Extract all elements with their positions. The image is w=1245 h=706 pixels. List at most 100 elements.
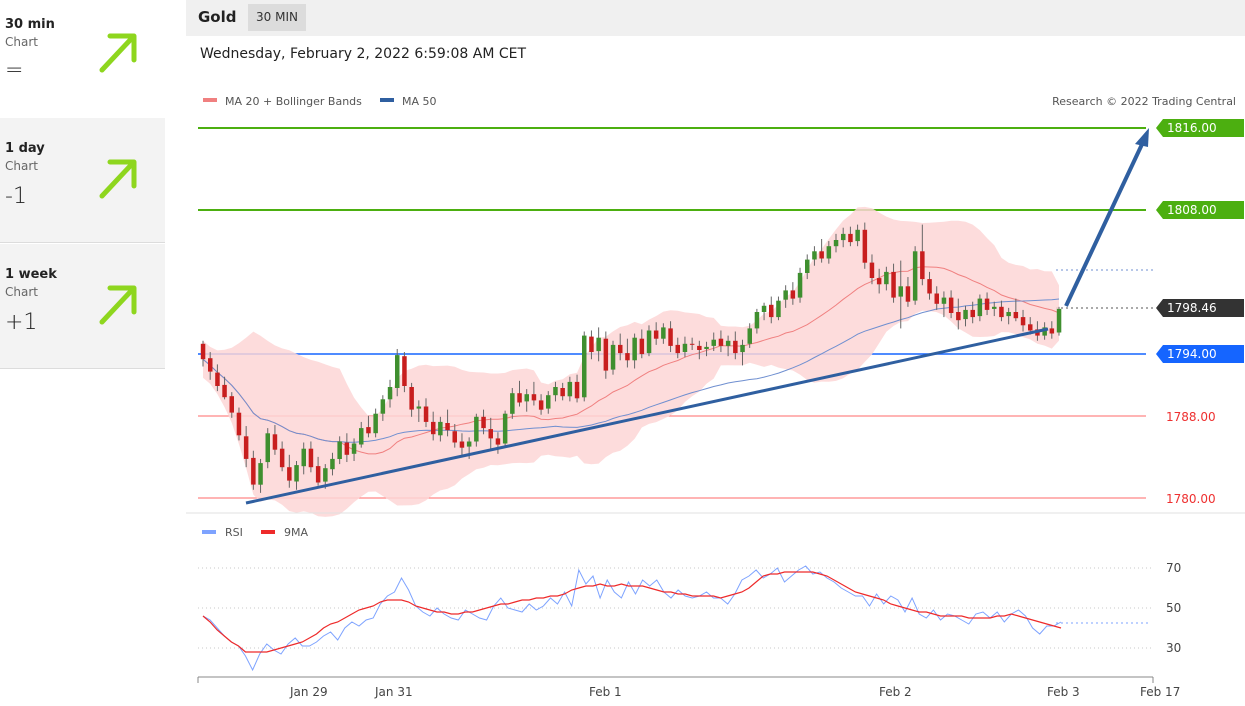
candle: [546, 391, 551, 414]
candle-body: [243, 436, 249, 459]
candle-body: [351, 443, 357, 454]
candle: [387, 379, 393, 408]
price-chart[interactable]: MA 20 + Bollinger Bands MA 50 Research ©…: [186, 0, 1245, 706]
candle: [215, 364, 220, 392]
candle: [977, 294, 983, 322]
candle: [582, 331, 587, 402]
candle-body: [833, 240, 839, 247]
tf-card-1day[interactable]: 1 day Chart -1: [0, 118, 165, 243]
candle-body: [582, 335, 587, 398]
candle: [553, 381, 558, 402]
candle: [495, 432, 501, 454]
candle-body: [646, 330, 652, 354]
support-label-1780: 1780.00: [1166, 492, 1216, 506]
candle: [754, 308, 760, 334]
x-axis-label: Feb 1: [589, 685, 622, 699]
candle-body: [711, 339, 716, 346]
candle-body: [970, 309, 975, 318]
candle-body: [589, 336, 594, 352]
candle-body: [510, 393, 515, 414]
candle-body: [618, 344, 623, 354]
candle: [337, 436, 342, 465]
candle: [524, 389, 529, 412]
candle-body: [215, 372, 220, 386]
candle: [783, 285, 788, 308]
candle: [689, 337, 695, 350]
card-divider: [0, 368, 165, 369]
candle: [653, 322, 659, 345]
timeframe-chip[interactable]: 30 MIN: [248, 4, 306, 31]
level-tag-text: 1808.00: [1167, 203, 1217, 217]
candle-body: [380, 399, 386, 414]
tf-card-1week[interactable]: 1 week Chart +1: [0, 244, 165, 369]
candle: [747, 323, 752, 348]
arrow-up-right-icon: [99, 285, 137, 325]
tf-period-label: 1 week: [5, 267, 57, 282]
candle: [984, 292, 990, 316]
x-axis-label: Feb 2: [879, 685, 912, 699]
candle-body: [445, 423, 450, 431]
candle-body: [668, 328, 673, 346]
candle: [402, 352, 407, 393]
card-divider: [0, 242, 165, 243]
candle: [884, 266, 889, 291]
support-trendline: [245, 327, 1049, 505]
candle-body: [682, 343, 688, 352]
candle-body: [826, 246, 832, 259]
current-price-tag: 1798.46: [1156, 299, 1244, 317]
candle: [632, 333, 637, 369]
chart-header: Gold 30 MIN: [186, 0, 1245, 36]
x-axis-label: Feb 3: [1047, 685, 1080, 699]
rsi-tick: 70: [1166, 561, 1181, 575]
candle: [905, 277, 911, 307]
research-credit: Research © 2022 Trading Central: [1052, 95, 1236, 108]
candle-body: [869, 262, 875, 278]
candle: [423, 398, 429, 428]
candle: [416, 400, 422, 422]
candle-body: [948, 297, 954, 313]
candle-body: [977, 298, 983, 317]
candle: [963, 305, 968, 327]
candle-body: [1028, 324, 1033, 331]
candle-body: [200, 343, 206, 360]
candle: [1006, 307, 1011, 325]
candle: [538, 394, 544, 415]
candle-body: [567, 381, 573, 397]
candle: [891, 263, 896, 303]
candle: [639, 329, 645, 359]
ma50-legend-label: MA 50: [402, 95, 437, 108]
candle-body: [898, 286, 903, 297]
candle-body: [466, 441, 472, 447]
candle: [222, 376, 227, 400]
candle: [956, 298, 961, 330]
tf-card-30min[interactable]: 30 min Chart =: [0, 0, 165, 125]
candle-body: [1013, 312, 1019, 319]
candle-body: [208, 358, 213, 372]
rsi-legend-swatch: [202, 530, 216, 534]
candle-body: [697, 345, 702, 350]
candle: [517, 380, 522, 407]
candle: [589, 330, 594, 360]
candle: [560, 382, 565, 401]
candle-body: [790, 290, 796, 299]
candle: [934, 286, 939, 310]
candle-body: [769, 304, 774, 318]
candle: [992, 301, 997, 317]
candle-body: [1042, 327, 1047, 336]
candle-body: [402, 356, 407, 386]
candle: [711, 332, 716, 352]
rsi-ma-line: [202, 571, 1062, 653]
candle: [251, 450, 256, 490]
candle-body: [1020, 317, 1026, 326]
candle-body: [999, 306, 1004, 318]
candle-body: [258, 463, 263, 485]
candle: [272, 425, 278, 455]
candle-body: [884, 271, 889, 285]
timeframe-sidebar: 30 min Chart = 1 day Chart -1 1 week Cha…: [0, 0, 165, 371]
candle-body: [862, 229, 868, 263]
support-label-1788: 1788.00: [1166, 410, 1216, 424]
candle: [948, 290, 954, 319]
candle: [826, 241, 832, 264]
candle-body: [963, 309, 968, 320]
candle-body: [524, 394, 529, 402]
